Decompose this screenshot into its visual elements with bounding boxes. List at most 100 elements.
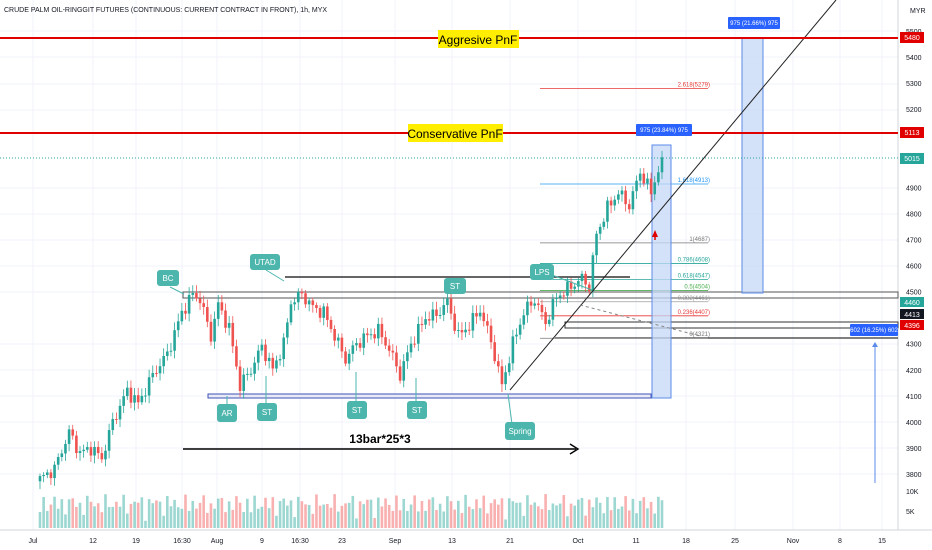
candle-body: [296, 291, 300, 303]
x-tick-label: 25: [731, 538, 739, 545]
volume-bar: [406, 511, 409, 528]
candle-body: [286, 322, 289, 338]
volume-bar: [478, 508, 482, 528]
volume-bar: [82, 514, 85, 528]
volume-bar: [544, 494, 547, 528]
candle-body: [446, 298, 449, 306]
y-tick-label: 5300: [906, 81, 922, 88]
candle-body: [453, 313, 456, 331]
candle-body: [347, 353, 351, 364]
volume-bar: [209, 503, 213, 528]
volume-bar: [416, 511, 420, 528]
candle-body: [406, 352, 409, 362]
x-tick-label: Aug: [211, 538, 224, 545]
candle-body: [362, 333, 366, 348]
x-tick-label: 21: [506, 538, 514, 545]
candle-body: [173, 330, 176, 351]
candle-body: [438, 314, 442, 316]
volume-bar: [344, 503, 347, 528]
tag-aggressive: 5480: [904, 35, 920, 42]
volume-bar: [42, 497, 45, 528]
label-spring: Spring: [508, 427, 531, 436]
candle-body: [598, 226, 602, 234]
candle-body: [613, 199, 617, 206]
volume-bar: [231, 509, 235, 528]
candle-body: [620, 190, 624, 195]
candle-body: [395, 352, 398, 367]
volume-bar: [529, 504, 533, 528]
volume-bar: [107, 507, 111, 528]
volume-bar: [497, 504, 500, 528]
volume-bar: [304, 504, 307, 528]
volume-bar: [413, 495, 416, 528]
volume-bar: [366, 499, 369, 528]
candle-body: [158, 366, 162, 374]
y-tick-label: 5200: [906, 107, 922, 114]
volume-bar: [118, 506, 122, 528]
volume-bars: [38, 494, 664, 528]
volume-bar: [435, 509, 438, 528]
candle-body: [49, 472, 53, 479]
count-label: 13bar*25*3: [349, 432, 411, 446]
candle-body: [529, 301, 533, 306]
candle-body: [191, 292, 195, 295]
volume-bar: [238, 502, 242, 528]
candle-body: [249, 373, 253, 375]
candle-body: [562, 295, 566, 297]
candle-body: [504, 372, 507, 385]
candle-body: [187, 294, 191, 314]
candle-body: [96, 446, 100, 454]
candle-body: [435, 309, 438, 316]
candle-body: [129, 387, 133, 403]
proj-top-label: 975 (21.66%) 975: [730, 21, 778, 27]
candle-body: [427, 319, 431, 321]
fib-label: 0.382(4461): [678, 296, 710, 302]
candle-body: [198, 298, 202, 304]
volume-bar: [104, 494, 107, 528]
volume-bar: [38, 512, 42, 528]
volume-bar: [311, 513, 315, 528]
candle-body: [526, 301, 529, 316]
volume-bar: [358, 501, 362, 528]
candle-body: [653, 182, 657, 195]
volume-bar: [391, 510, 395, 528]
volume-bar: [71, 498, 75, 528]
candle-body: [544, 312, 547, 325]
candle-body: [631, 191, 635, 210]
volume-bar: [380, 506, 384, 528]
y-tick-label: 4500: [906, 290, 922, 297]
volume-bar: [220, 498, 224, 528]
volume-bar: [486, 513, 489, 528]
volume-bar: [122, 494, 125, 528]
volume-bar: [540, 509, 544, 528]
volume-bar: [635, 513, 638, 528]
tag-level-a: 4460: [904, 300, 920, 307]
volume-bar: [195, 508, 198, 528]
candle-body: [507, 363, 511, 373]
volume-bar: [533, 502, 536, 528]
axis-currency: MYR: [910, 8, 926, 15]
candle-body: [122, 396, 125, 406]
candle-body: [326, 306, 329, 320]
label-utad: UTAD: [254, 258, 275, 267]
candle-body: [224, 310, 227, 328]
volume-bar: [624, 496, 627, 528]
volume-bar: [504, 519, 507, 528]
candle-body: [256, 350, 260, 363]
volume-bar: [460, 513, 464, 528]
volume-bar: [598, 502, 602, 528]
x-tick-label: 16:30: [173, 538, 191, 545]
volume-bar: [620, 506, 624, 528]
y-tick-label: 4200: [906, 368, 922, 375]
candle-body: [100, 453, 104, 460]
candle-body: [315, 305, 318, 309]
volume-bar: [398, 510, 402, 528]
candle-body: [260, 344, 264, 351]
candle-body: [500, 366, 504, 385]
candle-body: [384, 337, 387, 346]
candle-body: [555, 297, 558, 299]
candle-body: [649, 178, 653, 195]
volume-bar: [278, 501, 282, 528]
candle-body: [627, 204, 631, 210]
volume-bar: [515, 502, 518, 528]
